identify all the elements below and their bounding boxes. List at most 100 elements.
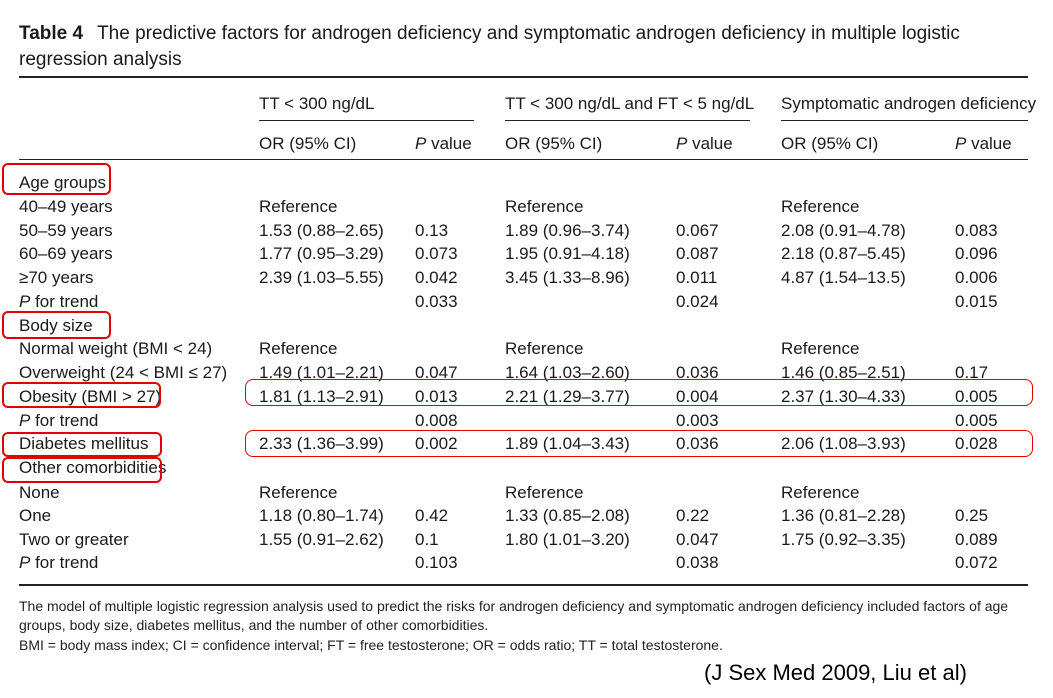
table-title-line2: regression analysis bbox=[19, 49, 182, 70]
cell-p-tt-ft: 0.036 bbox=[676, 363, 719, 382]
cell-or-tt: 1.49 (1.01–2.21) bbox=[259, 363, 384, 382]
cell-or-tt-ft: 1.33 (0.85–2.08) bbox=[505, 506, 630, 525]
table-row: Normal weight (BMI < 24) Reference Referen… bbox=[0, 337, 1053, 361]
table-row: ≥70 years 2.39 (1.03–5.55) 0.042 3.45 (1.33… bbox=[0, 266, 1053, 290]
cell-or-tt: Reference bbox=[259, 339, 338, 358]
cell-or-tt-ft: Reference bbox=[505, 197, 584, 216]
cell-or-tt: 1.53 (0.88–2.65) bbox=[259, 221, 384, 240]
cell-or-symptomatic: Reference bbox=[781, 483, 860, 502]
cell-p-tt: 0.008 bbox=[415, 411, 458, 430]
row-label: Normal weight (BMI < 24) bbox=[19, 339, 213, 358]
cell-p-tt: 0.13 bbox=[415, 221, 449, 240]
cell-p-symptomatic: 0.028 bbox=[955, 434, 998, 453]
cell-or-tt-ft: 3.45 (1.33–8.96) bbox=[505, 268, 630, 287]
cell-p-tt-ft: 0.22 bbox=[676, 506, 710, 525]
cell-or-symptomatic: 1.46 (0.85–2.51) bbox=[781, 363, 906, 382]
highlight-other-comorbidities bbox=[2, 457, 162, 483]
cell-or-tt-ft: 1.95 (0.91–4.18) bbox=[505, 244, 630, 263]
cell-p-symptomatic: 0.005 bbox=[955, 411, 998, 430]
footnote-line-3: BMI = body mass index; CI = confidence i… bbox=[19, 637, 723, 653]
cell-or-symptomatic: 1.75 (0.92–3.35) bbox=[781, 530, 906, 549]
table-row: Age groups bbox=[0, 171, 1053, 195]
subheader-or-1: OR (95% CI) bbox=[259, 134, 357, 153]
table-row: 50–59 years 1.53 (0.88–2.65) 0.13 1.89 (0.9… bbox=[0, 219, 1053, 243]
cell-or-symptomatic: Reference bbox=[781, 339, 860, 358]
cell-p-symptomatic: 0.089 bbox=[955, 530, 998, 549]
table-title: Table 4 The predictive factors for androg… bbox=[19, 22, 960, 46]
cell-or-tt-ft: 1.89 (0.96–3.74) bbox=[505, 221, 630, 240]
table-row: 60–69 years 1.77 (0.95–3.29) 0.073 1.95 (0.… bbox=[0, 242, 1053, 266]
cell-or-symptomatic: 4.87 (1.54–13.5) bbox=[781, 268, 906, 287]
table-row: Obesity (BMI > 27) 1.81 (1.13–2.91) 0.013 2… bbox=[0, 385, 1053, 409]
cell-p-tt: 0.103 bbox=[415, 553, 458, 572]
cell-p-tt-ft: 0.003 bbox=[676, 411, 719, 430]
cell-p-tt: 0.013 bbox=[415, 387, 458, 406]
table-row: Other comorbidities bbox=[0, 456, 1053, 480]
cell-or-tt-ft: Reference bbox=[505, 483, 584, 502]
row-label: 60–69 years bbox=[19, 244, 113, 263]
cell-or-tt: 1.55 (0.91–2.62) bbox=[259, 530, 384, 549]
cell-or-tt: 2.39 (1.03–5.55) bbox=[259, 268, 384, 287]
cell-p-tt-ft: 0.067 bbox=[676, 221, 719, 240]
cell-p-tt-ft: 0.036 bbox=[676, 434, 719, 453]
cell-p-tt-ft: 0.038 bbox=[676, 553, 719, 572]
group-rule-1 bbox=[259, 120, 474, 121]
subheader-p-1: P value bbox=[415, 134, 472, 153]
cell-p-symptomatic: 0.17 bbox=[955, 363, 989, 382]
row-label: Diabetes mellitus bbox=[19, 434, 149, 453]
cell-or-symptomatic: 1.36 (0.81–2.28) bbox=[781, 506, 906, 525]
cell-p-tt-ft: 0.087 bbox=[676, 244, 719, 263]
highlight-body-size bbox=[2, 311, 111, 339]
cell-p-symptomatic: 0.25 bbox=[955, 506, 989, 525]
cell-or-symptomatic: Reference bbox=[781, 197, 860, 216]
cell-or-tt: 1.81 (1.13–2.91) bbox=[259, 387, 384, 406]
row-label: P for trend bbox=[19, 411, 99, 430]
row-label: ≥70 years bbox=[19, 268, 94, 287]
cell-or-symptomatic: 2.18 (0.87–5.45) bbox=[781, 244, 906, 263]
cell-p-tt: 0.042 bbox=[415, 268, 458, 287]
cell-p-symptomatic: 0.015 bbox=[955, 292, 998, 311]
cell-p-tt-ft: 0.011 bbox=[676, 268, 718, 287]
cell-p-symptomatic: 0.096 bbox=[955, 244, 998, 263]
top-rule bbox=[19, 76, 1028, 78]
table-title-text: The predictive factors for androgen defi… bbox=[97, 23, 960, 44]
table-row: One 1.18 (0.80–1.74) 0.42 1.33 (0.85–2.08) 0… bbox=[0, 504, 1053, 528]
row-label: P for trend bbox=[19, 553, 99, 572]
cell-p-tt: 0.1 bbox=[415, 530, 439, 549]
row-label: Other comorbidities bbox=[19, 458, 167, 477]
subheader-p-2: P value bbox=[676, 134, 733, 153]
group-header-symptomatic: Symptomatic androgen deficiency bbox=[781, 94, 1037, 113]
cell-p-tt: 0.073 bbox=[415, 244, 458, 263]
cell-or-tt: 1.77 (0.95–3.29) bbox=[259, 244, 384, 263]
row-label: Obesity (BMI > 27) bbox=[19, 387, 162, 406]
highlight-diabetes-row bbox=[245, 430, 1033, 457]
highlight-obesity-row bbox=[245, 379, 1033, 406]
bottom-rule bbox=[19, 584, 1028, 586]
table-row: P for trend 0.033 0.024 0.015 bbox=[0, 290, 1053, 314]
cell-p-tt-ft: 0.024 bbox=[676, 292, 719, 311]
cell-or-tt-ft: Reference bbox=[505, 339, 584, 358]
cell-p-tt: 0.42 bbox=[415, 506, 449, 525]
cell-p-symptomatic: 0.006 bbox=[955, 268, 998, 287]
group-header-tt: TT < 300 ng/dL bbox=[259, 94, 375, 113]
footnote-line-2: groups, body size, diabetes mellitus, an… bbox=[19, 617, 489, 633]
cell-or-symptomatic: 2.08 (0.91–4.78) bbox=[781, 221, 906, 240]
cell-or-tt-ft: 2.21 (1.29–3.77) bbox=[505, 387, 630, 406]
row-label: 50–59 years bbox=[19, 221, 113, 240]
citation: (J Sex Med 2009, Liu et al) bbox=[704, 660, 967, 685]
cell-p-tt: 0.047 bbox=[415, 363, 458, 382]
row-label: 40–49 years bbox=[19, 197, 113, 216]
footnote-line-1: The model of multiple logistic regressio… bbox=[19, 598, 1009, 614]
cell-p-tt-ft: 0.047 bbox=[676, 530, 719, 549]
row-label: None bbox=[19, 483, 60, 502]
subheader-p-3: P value bbox=[955, 134, 1012, 153]
cell-p-tt: 0.002 bbox=[415, 434, 458, 453]
highlight-age-groups bbox=[2, 163, 111, 195]
row-label: P for trend bbox=[19, 292, 99, 311]
highlight-obesity bbox=[2, 382, 161, 408]
table-row: 40–49 years Reference Reference Reference bbox=[0, 195, 1053, 219]
cell-or-tt-ft: 1.89 (1.04–3.43) bbox=[505, 434, 630, 453]
table-row: P for trend 0.008 0.003 0.005 bbox=[0, 409, 1053, 433]
highlight-diabetes bbox=[2, 432, 162, 457]
